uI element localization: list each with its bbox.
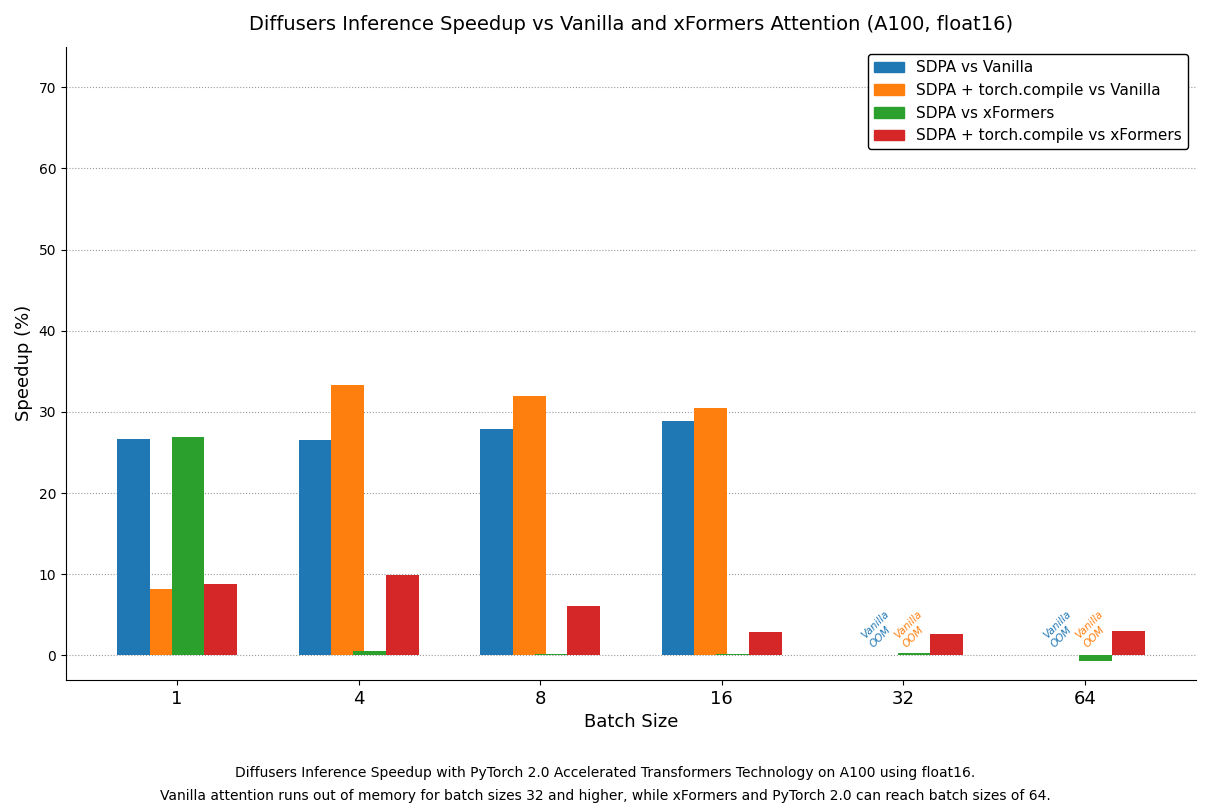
- Text: Vanilla
OOM: Vanilla OOM: [893, 609, 932, 649]
- Bar: [716, 654, 748, 655]
- Bar: [535, 654, 568, 655]
- Y-axis label: Speedup (%): Speedup (%): [15, 305, 33, 422]
- Bar: [205, 584, 237, 655]
- Bar: [1079, 655, 1112, 661]
- Bar: [897, 653, 930, 655]
- Text: Vanilla
OOM: Vanilla OOM: [1074, 609, 1113, 649]
- Bar: [299, 440, 332, 655]
- Bar: [568, 606, 601, 655]
- Bar: [748, 632, 781, 655]
- Bar: [930, 633, 963, 655]
- Bar: [386, 575, 419, 655]
- Bar: [661, 421, 694, 655]
- Bar: [513, 396, 546, 655]
- Text: Vanilla
OOM: Vanilla OOM: [1041, 609, 1081, 649]
- Bar: [332, 385, 365, 655]
- Text: Diffusers Inference Speedup with PyTorch 2.0 Accelerated Transformers Technology: Diffusers Inference Speedup with PyTorch…: [160, 766, 1051, 803]
- X-axis label: Batch Size: Batch Size: [584, 713, 678, 732]
- Title: Diffusers Inference Speedup vs Vanilla and xFormers Attention (A100, float16): Diffusers Inference Speedup vs Vanilla a…: [249, 15, 1014, 34]
- Bar: [1112, 631, 1144, 655]
- Bar: [117, 439, 150, 655]
- Bar: [481, 429, 513, 655]
- Bar: [354, 651, 386, 655]
- Bar: [694, 408, 727, 655]
- Bar: [172, 437, 205, 655]
- Bar: [150, 589, 183, 655]
- Text: Vanilla
OOM: Vanilla OOM: [860, 609, 900, 649]
- Legend: SDPA vs Vanilla, SDPA + torch.compile vs Vanilla, SDPA vs xFormers, SDPA + torch: SDPA vs Vanilla, SDPA + torch.compile vs…: [867, 54, 1188, 149]
